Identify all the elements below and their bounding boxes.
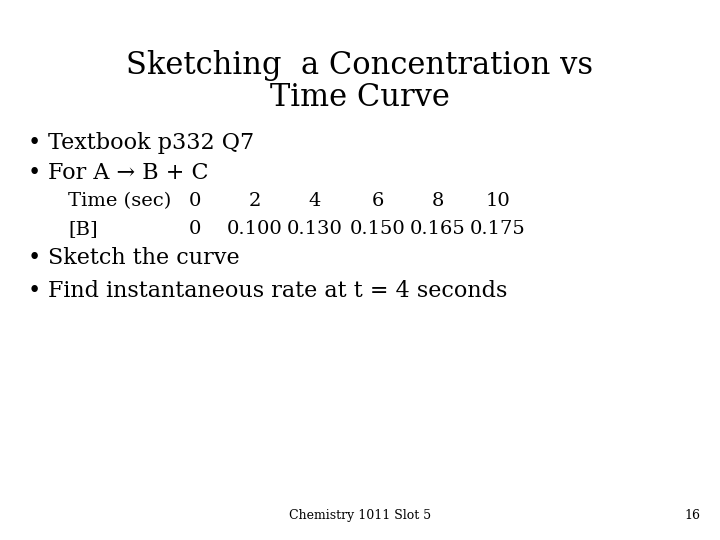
Text: 16: 16: [684, 509, 700, 522]
Text: [B]: [B]: [68, 220, 98, 238]
Text: 4: 4: [309, 192, 321, 210]
Text: 8: 8: [432, 192, 444, 210]
Text: •: •: [28, 132, 41, 154]
Text: 0: 0: [189, 220, 201, 238]
Text: •: •: [28, 162, 41, 184]
Text: Sketching  a Concentration vs: Sketching a Concentration vs: [127, 50, 593, 81]
Text: 10: 10: [485, 192, 510, 210]
Text: 0: 0: [189, 192, 201, 210]
Text: 0.150: 0.150: [350, 220, 406, 238]
Text: Time Curve: Time Curve: [270, 82, 450, 113]
Text: Chemistry 1011 Slot 5: Chemistry 1011 Slot 5: [289, 509, 431, 522]
Text: •: •: [28, 247, 41, 269]
Text: Textbook p332 Q7: Textbook p332 Q7: [48, 132, 254, 154]
Text: Find instantaneous rate at t = 4 seconds: Find instantaneous rate at t = 4 seconds: [48, 280, 508, 302]
Text: •: •: [28, 280, 41, 302]
Text: 0.175: 0.175: [470, 220, 526, 238]
Text: 0.165: 0.165: [410, 220, 466, 238]
Text: Sketch the curve: Sketch the curve: [48, 247, 240, 269]
Text: 0.130: 0.130: [287, 220, 343, 238]
Text: 0.100: 0.100: [227, 220, 283, 238]
Text: Time (sec): Time (sec): [68, 192, 171, 210]
Text: 6: 6: [372, 192, 384, 210]
Text: 2: 2: [249, 192, 261, 210]
Text: For A → B + C: For A → B + C: [48, 162, 209, 184]
